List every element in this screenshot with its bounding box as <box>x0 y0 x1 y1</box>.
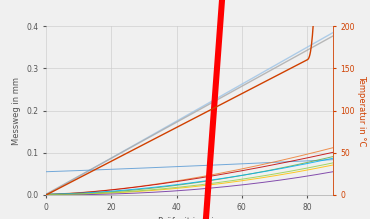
Y-axis label: Temperatur in °C: Temperatur in °C <box>357 75 366 146</box>
Y-axis label: Messweg in mm: Messweg in mm <box>12 77 21 145</box>
X-axis label: Prüfzeit in min.: Prüfzeit in min. <box>158 217 221 219</box>
